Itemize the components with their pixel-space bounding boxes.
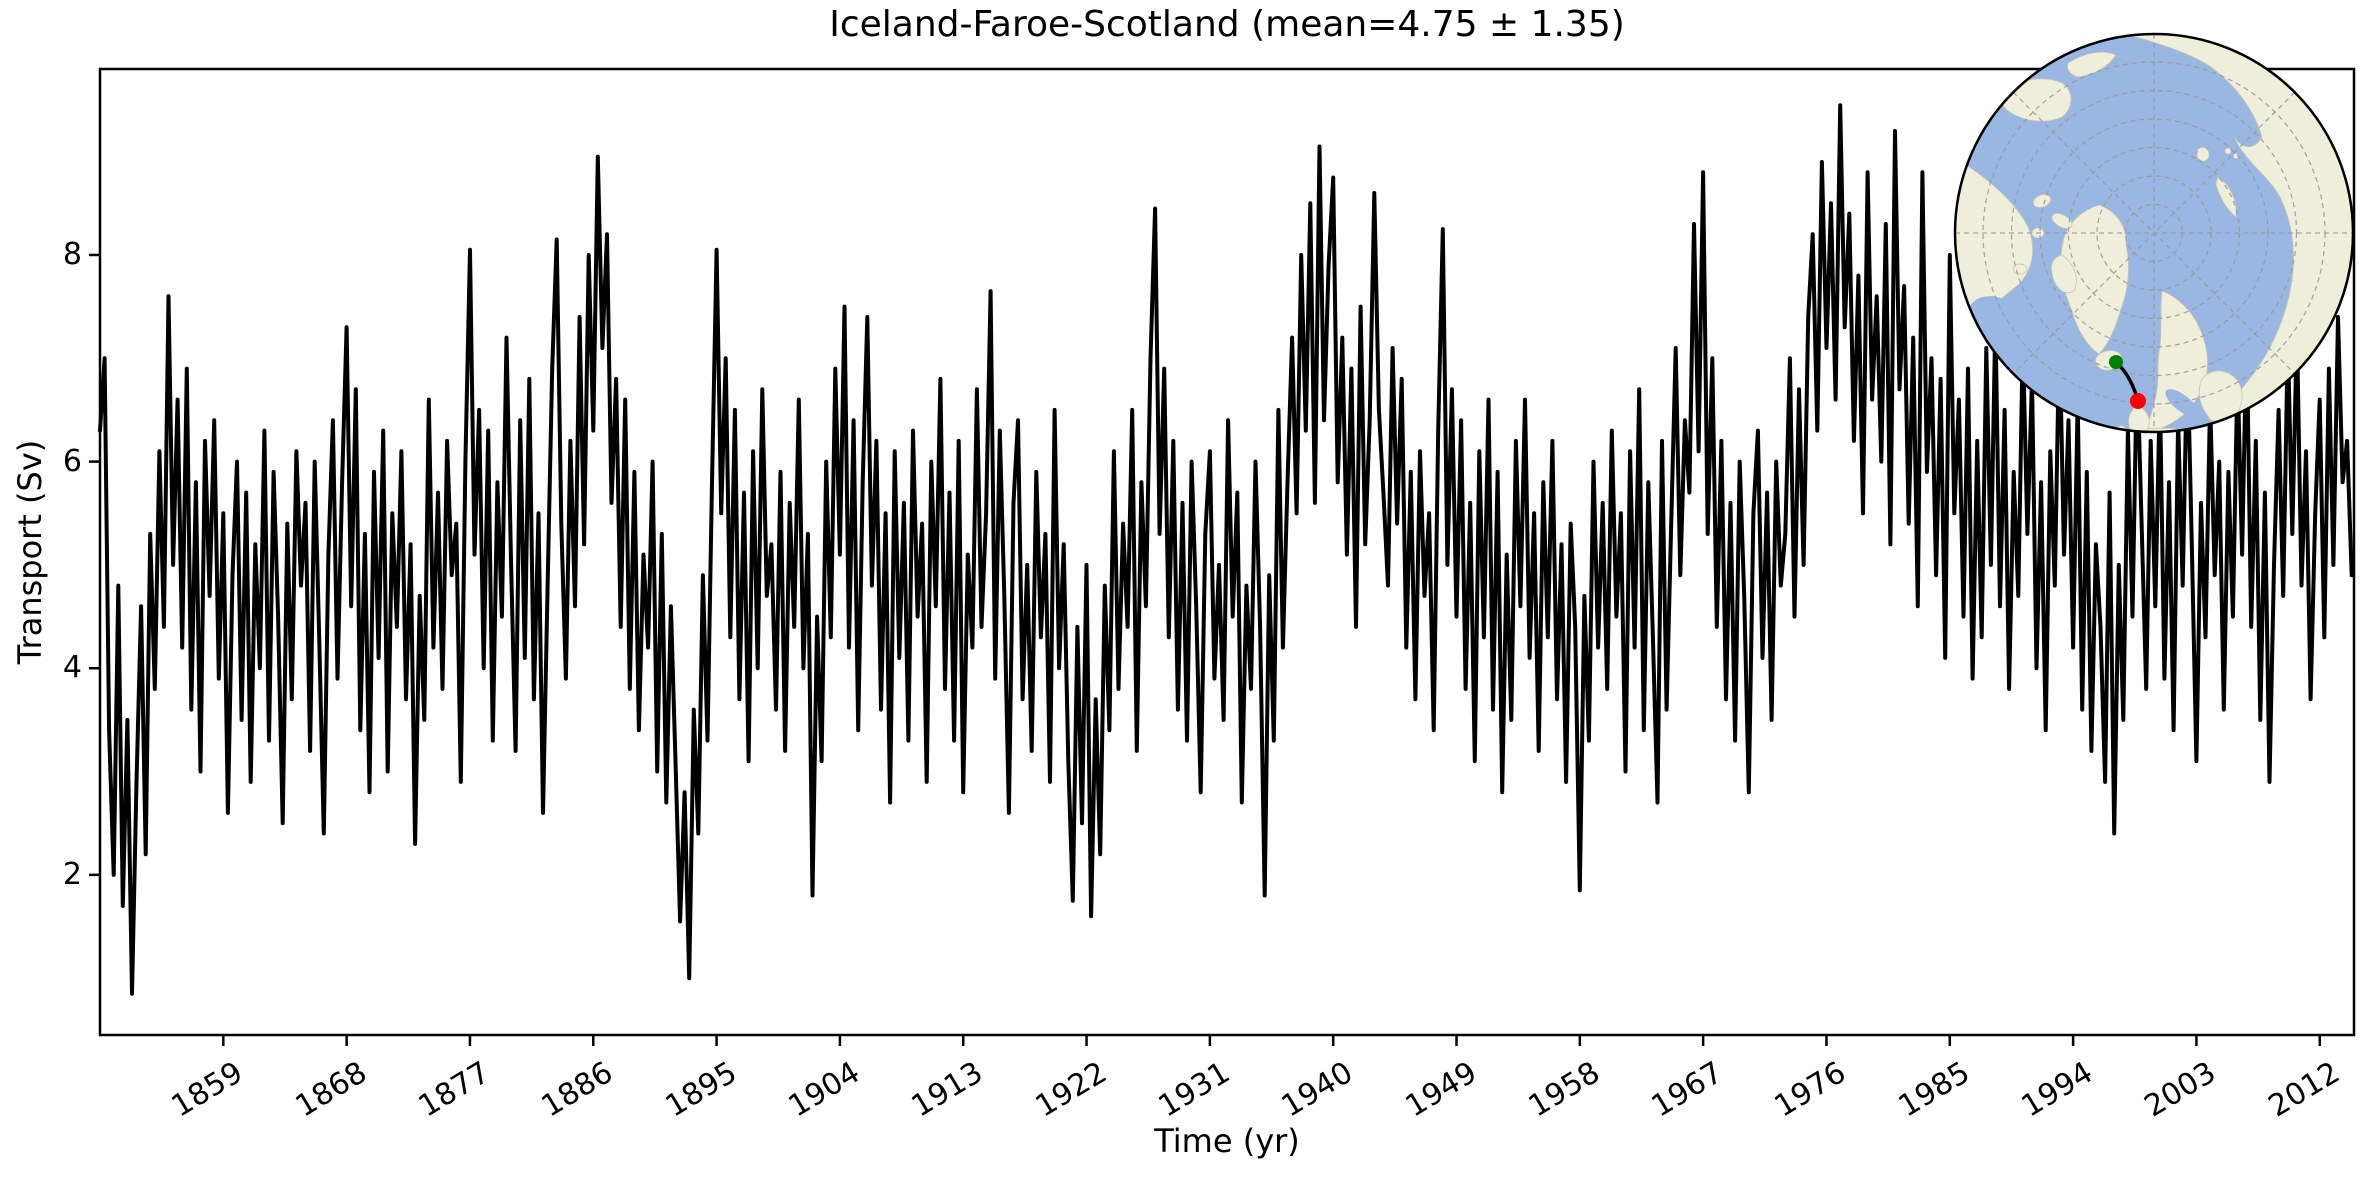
x-axis-label: Time (yr) — [1154, 1122, 1300, 1160]
land-great-britain — [2128, 404, 2150, 432]
y-tick-label: 6 — [62, 443, 82, 479]
land-kola-finland — [2198, 370, 2243, 422]
land-baffin-island — [2051, 254, 2077, 294]
axes-spines — [98, 67, 2356, 1037]
chart-title: Iceland-Faroe-Scotland (mean=4.75 ± 1.35… — [829, 4, 1625, 45]
y-tick-label: 8 — [62, 236, 82, 272]
tick-marks — [89, 253, 2321, 1046]
land-europe — [2079, 427, 2211, 432]
land-novaya-zemlya — [2215, 176, 2237, 218]
land-russia-siberia — [2069, 34, 2353, 432]
land-arctic-island — [2032, 194, 2052, 208]
map-border-circle — [1953, 32, 2355, 434]
section-start-marker-iceland — [2109, 355, 2123, 369]
map-graticule — [1955, 34, 2353, 432]
land-arctic-island — [2051, 213, 2073, 229]
inset-map — [1953, 32, 2355, 434]
land-svalbard — [2196, 147, 2210, 162]
land-franz-josef — [2224, 147, 2232, 155]
section-end-marker-scotland — [2130, 393, 2146, 409]
transport-time-series-line — [98, 103, 2354, 996]
land-greenland — [2060, 204, 2129, 355]
y-tick-label: 2 — [62, 856, 82, 892]
hudson-bay — [1968, 296, 2012, 330]
y-tick-label: 4 — [62, 650, 82, 686]
baltic-sea — [2165, 389, 2199, 417]
land-chukotka — [2067, 51, 2117, 78]
